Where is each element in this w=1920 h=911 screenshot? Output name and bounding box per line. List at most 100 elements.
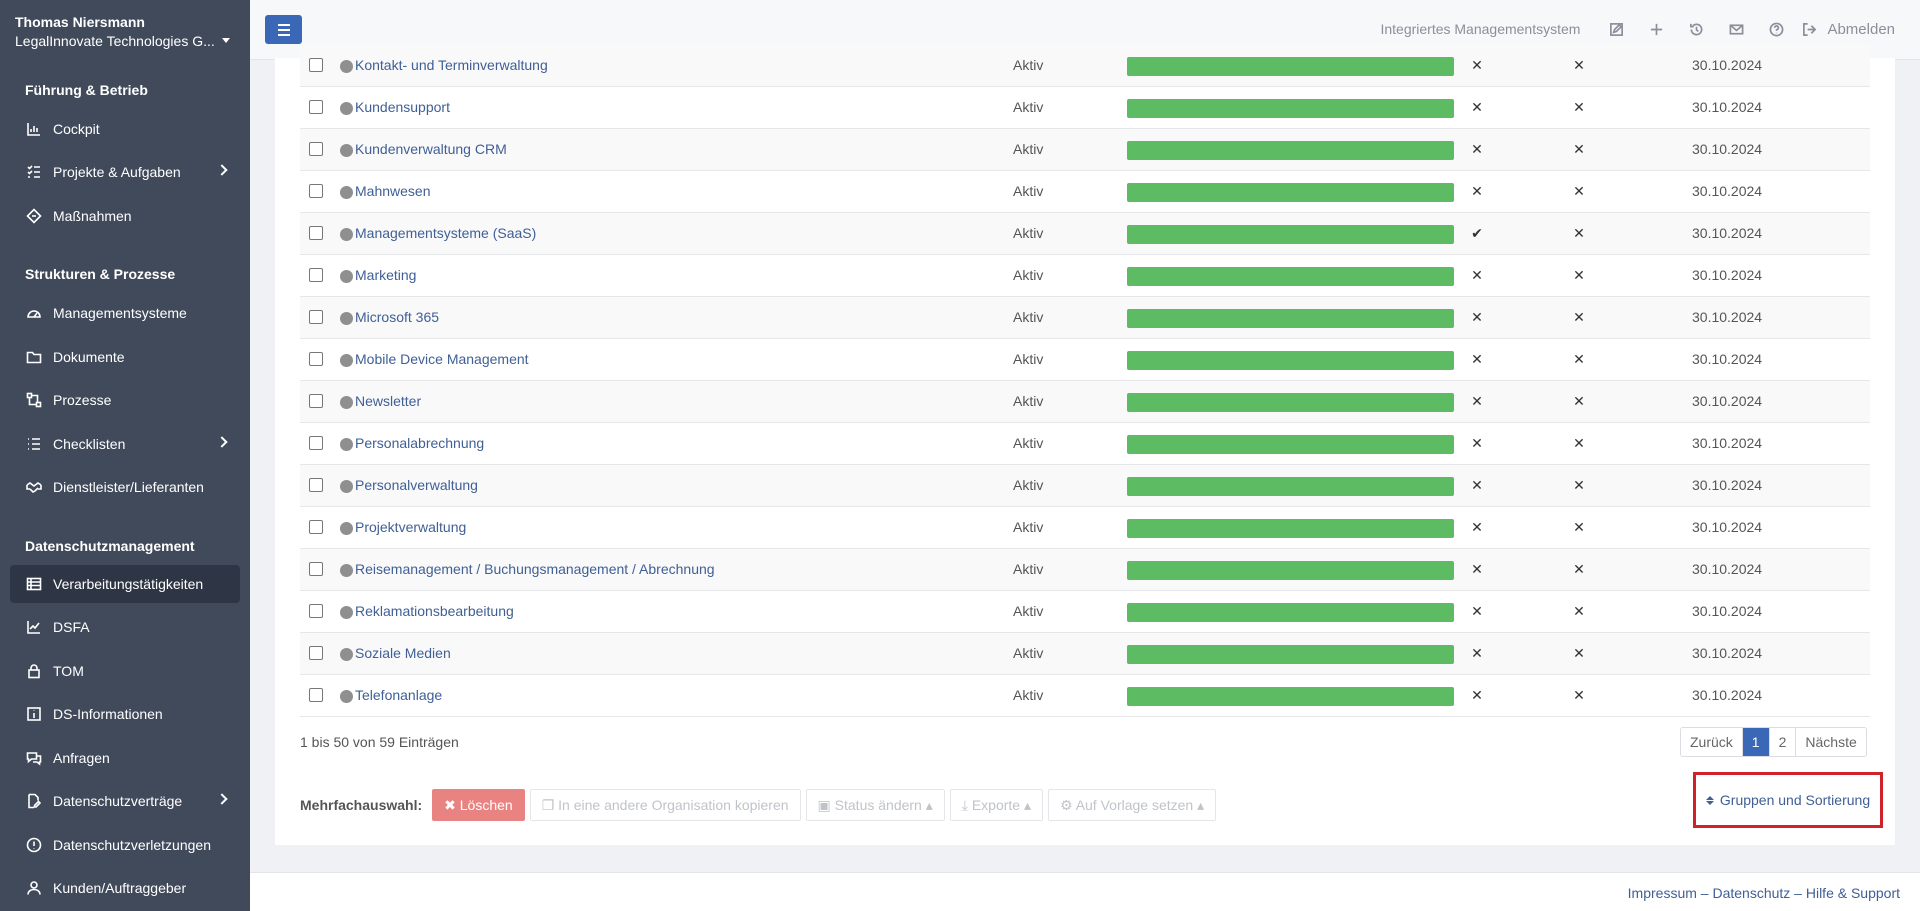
sidebar-item-ds-informationen[interactable]: DS-Informationen: [10, 695, 240, 733]
flag-1-icon: ✕: [1471, 645, 1483, 661]
system-name-link[interactable]: Integriertes Managementsystem: [1380, 21, 1581, 37]
change-status-button[interactable]: ▣ Status ändern ▴: [805, 789, 945, 821]
sidebar-item-datenschutzvertraege[interactable]: Datenschutzverträge: [10, 782, 240, 820]
row-checkbox[interactable]: [309, 646, 323, 660]
pagination-page-1[interactable]: 1: [1742, 728, 1770, 756]
nav-section-strukturen: Strukturen & Prozesse: [25, 266, 176, 282]
row-checkbox[interactable]: [309, 688, 323, 702]
export-button[interactable]: ⤓ Exporte ▴: [949, 789, 1044, 821]
sidebar-item-massnahmen[interactable]: Maßnahmen: [10, 197, 240, 235]
date-text: 30.10.2024: [1692, 393, 1763, 409]
row-checkbox[interactable]: [309, 58, 323, 72]
status-text: Aktiv: [1013, 351, 1044, 367]
sidebar-item-cockpit[interactable]: Cockpit: [10, 110, 240, 148]
processing-name-link[interactable]: Mahnwesen: [355, 183, 431, 199]
copy-to-org-button[interactable]: ❐ In eine andere Organisation kopieren: [529, 789, 801, 821]
row-checkbox[interactable]: [309, 436, 323, 450]
processing-name-link[interactable]: Projektverwaltung: [355, 519, 467, 535]
row-checkbox[interactable]: [309, 394, 323, 408]
progress-bar: [1127, 309, 1454, 328]
sidebar-item-label: Maßnahmen: [53, 208, 132, 224]
plus-icon[interactable]: [1636, 9, 1676, 49]
processing-name-link[interactable]: Managementsysteme (SaaS): [355, 225, 537, 241]
user-icon: [25, 879, 43, 897]
sidebar-item-kunden[interactable]: Kunden/Auftraggeber: [10, 869, 240, 907]
footer-links[interactable]: Impressum – Datenschutz – Hilfe & Suppor…: [1627, 885, 1900, 901]
history-icon[interactable]: [1676, 9, 1716, 49]
row-checkbox[interactable]: [309, 604, 323, 618]
row-checkbox[interactable]: [309, 478, 323, 492]
sidebar-item-label: Checklisten: [53, 436, 126, 452]
envelope-icon[interactable]: [1716, 9, 1756, 49]
processing-name-link[interactable]: Kundensupport: [355, 99, 450, 115]
group-and-sort-label: Gruppen und Sortierung: [1719, 792, 1871, 808]
status-text: Aktiv: [1013, 309, 1044, 325]
sidebar-item-managementsysteme[interactable]: Managementsysteme: [10, 294, 240, 332]
sidebar-item-dienstleister[interactable]: Dienstleister/Lieferanten: [10, 468, 240, 506]
help-icon[interactable]: [1756, 9, 1796, 49]
caret-down-icon[interactable]: [222, 38, 230, 43]
processing-name-link[interactable]: Telefonanlage: [355, 687, 443, 703]
status-dot: [340, 396, 353, 409]
flag-2-icon: ✕: [1573, 57, 1585, 73]
processing-name-link[interactable]: Marketing: [355, 267, 417, 283]
processing-name-link[interactable]: Kontakt- und Terminverwaltung: [355, 57, 548, 73]
flag-2-icon: ✕: [1573, 141, 1585, 157]
edit-icon[interactable]: [1596, 9, 1636, 49]
row-checkbox[interactable]: [309, 562, 323, 576]
status-text: Aktiv: [1013, 267, 1044, 283]
flag-1-icon: ✕: [1471, 477, 1483, 493]
tasks-icon: [25, 163, 43, 181]
row-checkbox[interactable]: [309, 352, 323, 366]
processing-name-link[interactable]: Kundenverwaltung CRM: [355, 141, 507, 157]
group-and-sort-button[interactable]: Gruppen und Sortierung: [1693, 772, 1883, 828]
sidebar-item-dokumente[interactable]: Dokumente: [10, 338, 240, 376]
processing-name-link[interactable]: Soziale Medien: [355, 645, 451, 661]
user-menu[interactable]: Thomas Niersmann LegalInnovate Technolog…: [0, 0, 250, 60]
logout-button[interactable]: Abmelden: [1802, 9, 1895, 49]
sidebar-item-verarbeitungstaetigkeiten[interactable]: Verarbeitungstätigkeiten: [10, 565, 240, 603]
sidebar-item-anfragen[interactable]: Anfragen: [10, 739, 240, 777]
sign-out-icon: [1802, 9, 1817, 49]
pagination-prev[interactable]: Zurück: [1681, 728, 1743, 756]
row-checkbox[interactable]: [309, 142, 323, 156]
sidebar-item-label: Prozesse: [53, 392, 112, 408]
list-icon: [25, 435, 43, 453]
status-text: Aktiv: [1013, 561, 1044, 577]
processing-name-link[interactable]: Reisemanagement / Buchungsmanagement / A…: [355, 561, 715, 577]
processing-name-link[interactable]: Reklamationsbearbeitung: [355, 603, 514, 619]
processing-name-link[interactable]: Mobile Device Management: [355, 351, 529, 367]
row-checkbox[interactable]: [309, 268, 323, 282]
sidebar-item-prozesse[interactable]: Prozesse: [10, 381, 240, 419]
row-checkbox[interactable]: [309, 310, 323, 324]
chevron-right-icon: [216, 436, 228, 448]
set-template-button[interactable]: ⚙ Auf Vorlage setzen ▴: [1048, 789, 1217, 821]
processing-name-link[interactable]: Personalverwaltung: [355, 477, 478, 493]
sidebar-item-projekte[interactable]: Projekte & Aufgaben: [10, 153, 240, 191]
pagination-page-2[interactable]: 2: [1769, 728, 1797, 756]
progress-bar: [1127, 519, 1454, 538]
delete-button[interactable]: ✖ Löschen: [432, 789, 525, 821]
nav-section-datenschutz: Datenschutzmanagement: [25, 538, 195, 554]
status-text: Aktiv: [1013, 687, 1044, 703]
row-checkbox[interactable]: [309, 520, 323, 534]
progress-bar: [1127, 645, 1454, 664]
sidebar-item-dsfa[interactable]: DSFA: [10, 608, 240, 646]
sidebar-item-tom[interactable]: TOM: [10, 652, 240, 690]
row-checkbox[interactable]: [309, 100, 323, 114]
sidebar-item-datenschutzverletzungen[interactable]: Datenschutzverletzungen: [10, 826, 240, 864]
flag-2-icon: ✕: [1573, 351, 1585, 367]
info-icon: [25, 705, 43, 723]
pagination-next[interactable]: Nächste: [1796, 728, 1866, 756]
processing-name-link[interactable]: Microsoft 365: [355, 309, 440, 325]
processing-name-link[interactable]: Personalabrechnung: [355, 435, 485, 451]
sidebar-item-checklisten[interactable]: Checklisten: [10, 425, 240, 463]
gauge-icon: [25, 304, 43, 322]
row-checkbox[interactable]: [309, 184, 323, 198]
flag-2-icon: ✕: [1573, 561, 1585, 577]
flag-1-icon: ✕: [1471, 351, 1483, 367]
processing-name-link[interactable]: Newsletter: [355, 393, 422, 409]
table-row: Reklamationsbearbeitung Aktiv ✕ ✕ 30.10.2024: [300, 591, 1870, 633]
menu-toggle-button[interactable]: [265, 15, 302, 44]
row-checkbox[interactable]: [309, 226, 323, 240]
